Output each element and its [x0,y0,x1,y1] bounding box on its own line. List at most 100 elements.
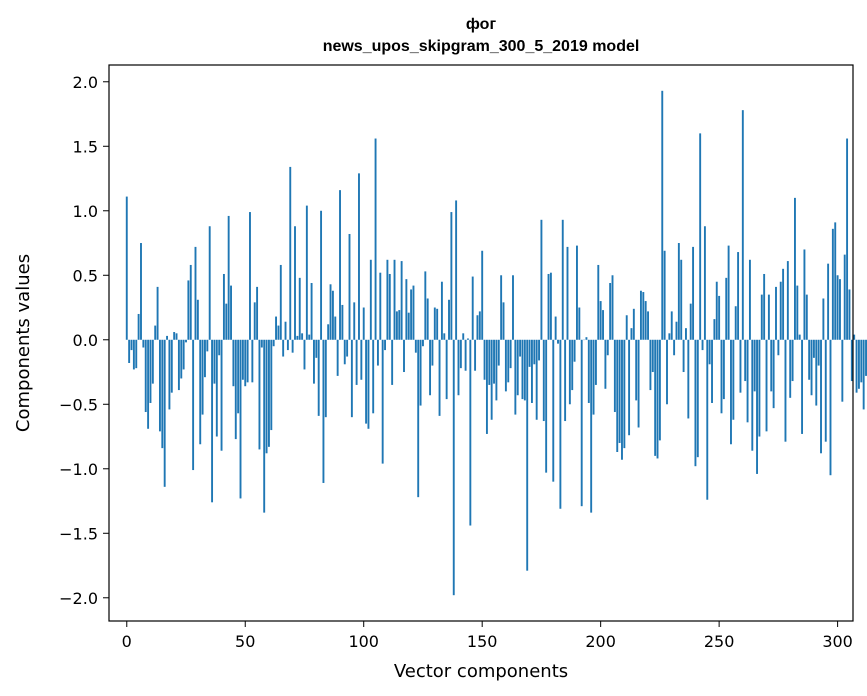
bar [140,243,142,340]
bar [426,298,429,340]
bar [862,339,865,410]
bar [666,339,668,405]
bar [523,339,526,401]
bar [379,272,382,340]
bar [777,339,780,356]
bar [481,250,484,340]
bar [239,339,242,499]
bar [829,339,832,476]
bar [398,310,401,340]
bar [831,228,834,340]
x-tick-label: 200 [585,632,616,651]
bar [493,339,495,384]
x-axis-ticks: 0 50 100 150 200 250 300 [122,621,853,651]
bar [355,339,358,385]
bar [336,339,339,376]
bar [512,275,514,340]
bar [329,284,332,340]
bar [573,339,576,362]
bar [448,299,450,340]
bar [530,339,533,403]
bar [376,339,379,366]
bar [469,339,472,526]
bar [218,339,221,356]
bar [272,339,275,347]
bar [388,273,391,340]
bar [796,285,799,340]
bar [649,339,652,391]
bar [410,289,413,340]
bar [149,339,152,403]
bar [791,339,794,382]
x-tick-label: 150 [467,632,498,651]
bar [599,301,602,340]
bar [213,339,216,384]
chart-subtitle: news_upos_skipgram_300_5_2019 model [323,38,640,55]
bar [192,339,195,471]
bar [734,306,737,340]
bar [450,212,453,340]
bar [412,285,415,340]
bar [222,273,225,340]
bar [130,339,133,351]
bar [365,339,368,424]
bar [305,205,308,340]
bar [391,339,394,385]
bar [403,339,405,373]
bar [502,302,505,340]
y-tick-label: 1.5 [73,137,98,156]
bar [346,339,349,357]
bar [744,339,747,382]
bar [142,339,145,348]
bar [722,339,725,400]
bar [834,222,837,340]
bar [353,302,356,340]
bar [507,339,510,383]
bar [770,339,773,392]
bar [294,226,296,340]
bar [576,245,578,340]
bar [170,339,173,393]
bar [803,249,806,340]
bar [462,333,465,340]
bar [703,226,706,340]
bar [137,313,140,340]
bar [324,339,327,418]
bar [298,277,301,340]
bar [554,316,557,340]
bar [718,295,721,340]
bar [334,316,337,340]
bar [839,279,841,340]
bar [848,289,851,340]
bar [528,339,531,367]
bar [284,321,287,340]
bar [455,200,458,340]
bar [251,339,254,383]
bar [497,339,500,366]
bar [675,321,678,340]
bar [827,263,830,340]
bar [706,339,709,500]
bar [125,196,128,340]
bar [542,339,545,422]
bar [367,339,370,429]
bar [850,339,853,382]
bar [495,339,498,401]
bar [604,339,607,389]
bar [808,339,811,380]
bar [713,319,716,340]
bar [308,334,311,340]
chart-title: фог [466,16,497,33]
bar [630,328,633,340]
bar [817,339,820,366]
bar [500,275,503,340]
bar [459,339,462,369]
bar [301,333,304,340]
bar [547,273,550,340]
bar [485,339,488,434]
bar [786,261,789,340]
bar [628,339,631,436]
bar [566,246,569,340]
bar [597,264,600,340]
bar [609,283,612,340]
